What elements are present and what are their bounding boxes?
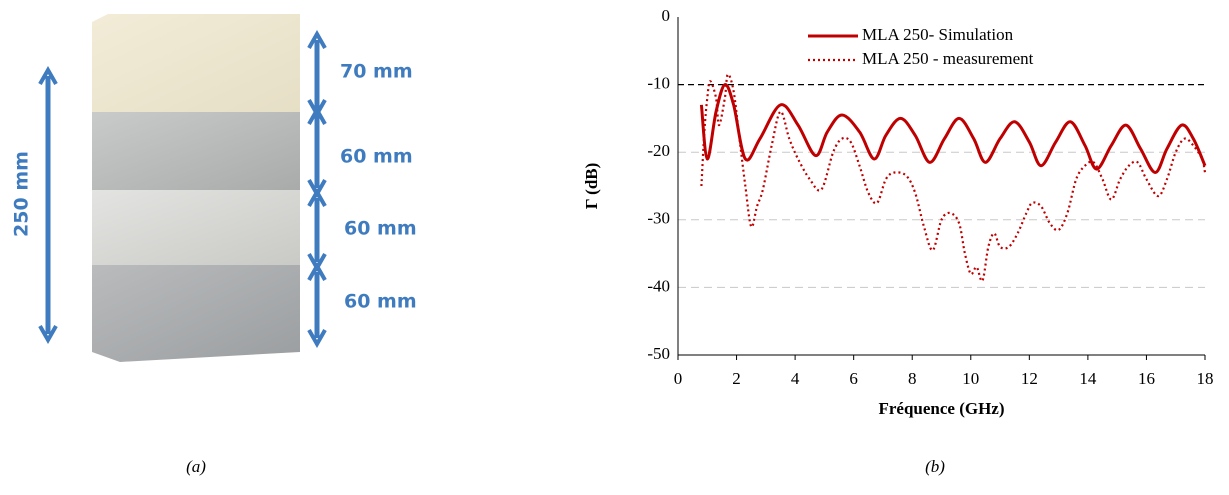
series-line [700,73,1207,283]
y-tick-label: -10 [647,74,670,93]
layer-label: 60 mm [344,218,417,240]
caption: (b) [925,457,945,476]
chart: 0-10-20-30-40-500 2 4 6 8 10 12 14 16 18Fréquence… [582,6,1214,476]
layer-label: 60 mm [340,146,413,168]
x-axis-label: Fréquence (GHz) [878,399,1004,418]
x-tick-label: 16 [1138,369,1155,388]
x-tick-label: 10 [962,369,979,388]
x-tick-label: 18 [1197,369,1214,388]
x-tick-label: 12 [1021,369,1038,388]
foam-layer [92,190,300,265]
dimension-arrows [38,29,327,349]
foam-layer [92,14,300,112]
legend-label: MLA 250- Simulation [862,25,1014,44]
y-tick-label: -40 [647,276,670,295]
foam-photo: 70 mm 60 mm 60 mm 60 mm 250 mm (a) [11,14,417,476]
y-axis-label: Γ (dB) [582,163,601,210]
y-tick-label: -50 [647,344,670,363]
layer-label: 60 mm [344,291,417,313]
x-tick-label: 14 [1079,369,1097,388]
foam-layer [92,265,300,362]
x-tick-label: 4 [791,369,800,388]
series-line [699,83,1207,174]
x-tick-label: 0 [674,369,683,388]
x-tick-label: 8 [908,369,917,388]
total-label: 250 mm [11,151,33,237]
x-tick-label: 2 [732,369,741,388]
caption: (a) [186,457,206,476]
legend-label: MLA 250 - measurement [862,49,1034,68]
x-tick-label: 6 [849,369,858,388]
y-tick-label: 0 [662,6,671,25]
y-tick-label: -30 [647,209,670,228]
layer-label: 70 mm [340,61,413,83]
foam-layer [92,112,300,190]
y-tick-label: -20 [647,141,670,160]
